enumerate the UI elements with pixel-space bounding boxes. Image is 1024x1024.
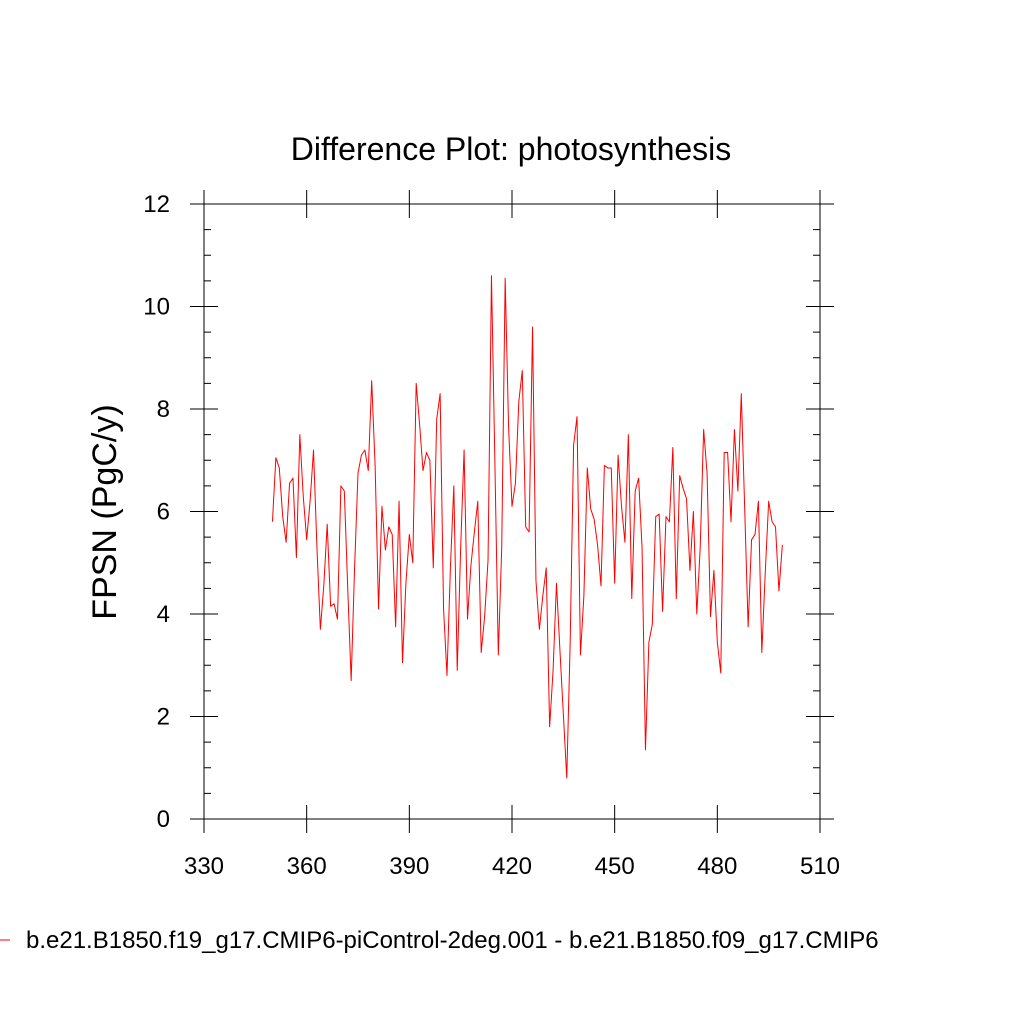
- series-lines: [271, 275, 783, 779]
- x-tick-label: 330: [184, 853, 224, 880]
- y-tick-label: 4: [157, 601, 170, 628]
- y-tick-label: 12: [143, 191, 170, 218]
- x-tick-label: 510: [800, 853, 840, 880]
- series-line-0: [271, 275, 783, 779]
- y-axis-label: FPSN (PgC/y): [86, 404, 124, 619]
- y-tick-label: 0: [157, 806, 170, 833]
- x-axis-tick-labels: 330 360 390 420 450 480 510: [184, 853, 840, 880]
- plot-border: [203, 203, 821, 820]
- chart-title: Difference Plot: photosynthesis: [291, 131, 732, 167]
- x-tick-label: 390: [389, 853, 429, 880]
- x-tick-label: 420: [492, 853, 532, 880]
- plot-frame: [203, 203, 821, 820]
- x-tick-label: 450: [595, 853, 635, 880]
- y-tick-label: 10: [143, 294, 170, 321]
- y-axis-tick-labels: 0 2 4 6 8 10 12: [143, 191, 170, 833]
- y-tick-label: 8: [157, 396, 170, 423]
- y-axis-ticks: [190, 203, 834, 820]
- legend-entry: b.e21.B1850.f19_g17.CMIP6-piControl-2deg…: [26, 927, 879, 954]
- x-tick-label: 360: [287, 853, 327, 880]
- x-axis-ticks: [203, 190, 821, 833]
- y-tick-label: 6: [157, 499, 170, 526]
- legend: b.e21.B1850.f19_g17.CMIP6-piControl-2deg…: [0, 927, 879, 954]
- x-tick-label: 480: [697, 853, 737, 880]
- y-tick-label: 2: [157, 704, 170, 731]
